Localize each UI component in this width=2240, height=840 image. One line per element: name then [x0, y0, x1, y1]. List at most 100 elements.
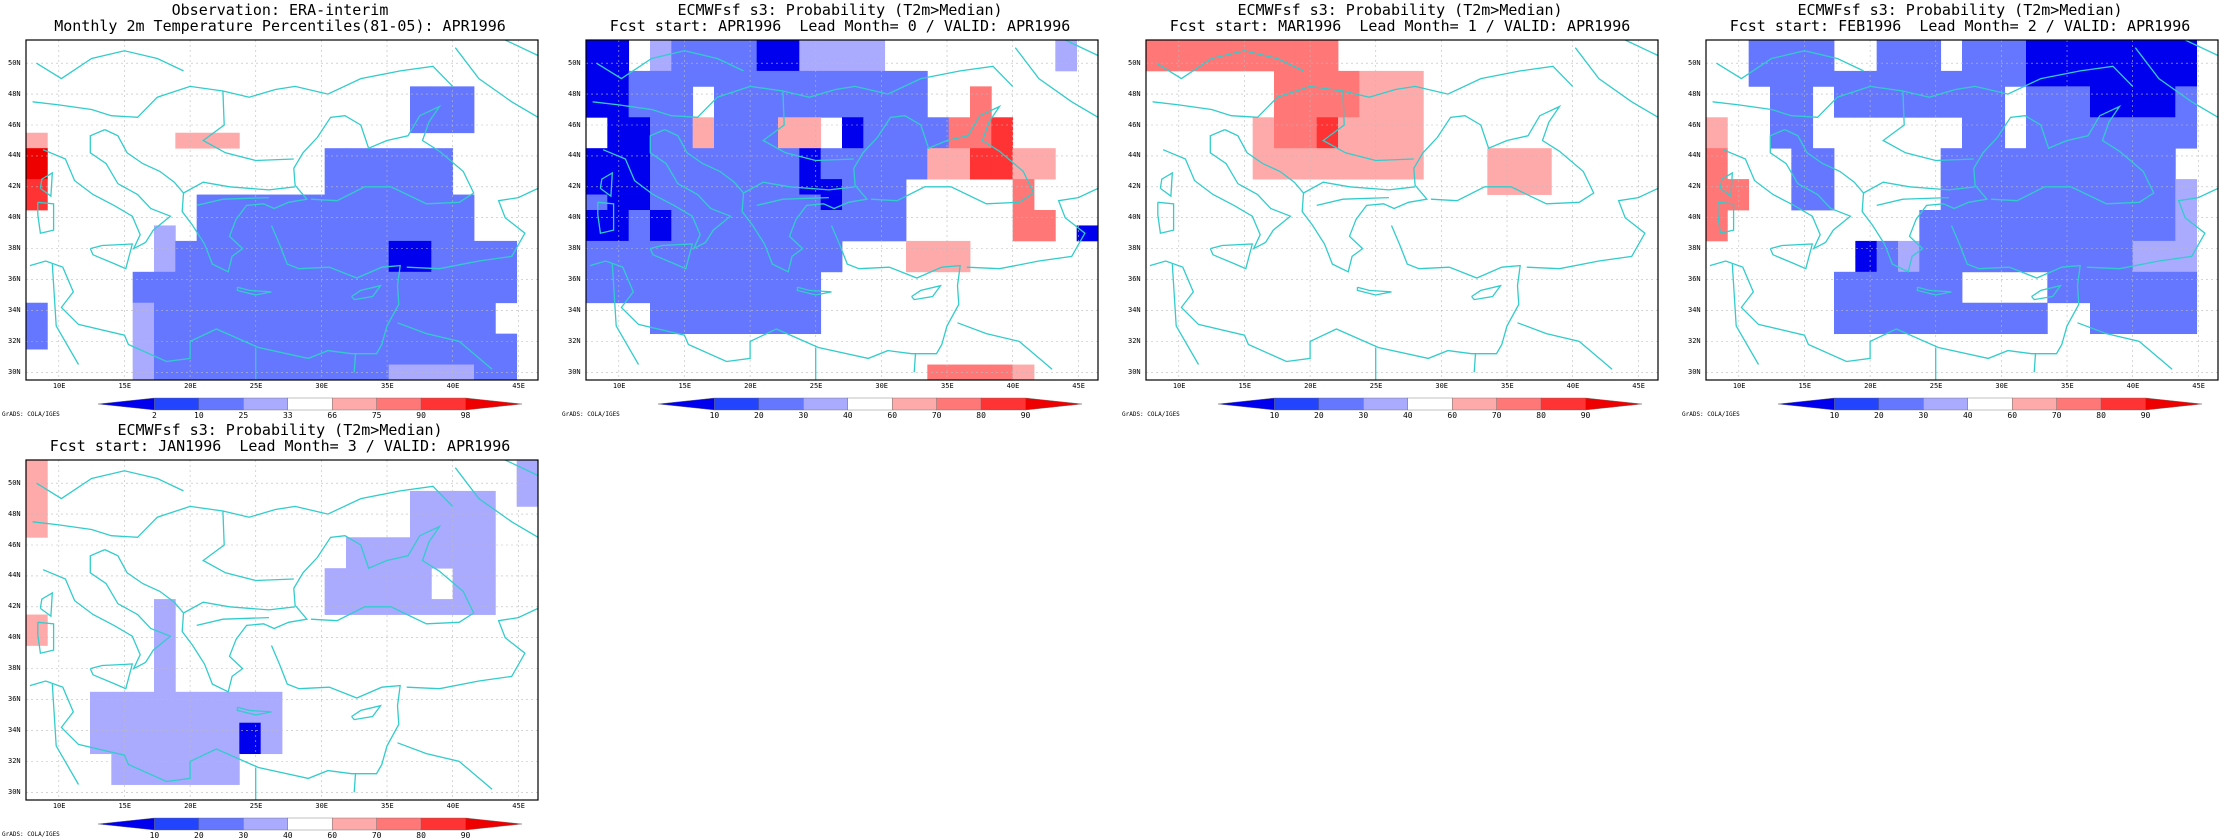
credit-text: GrADS: COLA/IGES	[2, 831, 60, 838]
grid-cell	[132, 333, 155, 350]
grid-cell	[260, 707, 283, 724]
grid-cell	[1252, 132, 1275, 149]
grid-cell	[154, 753, 176, 770]
grid-cell	[2111, 256, 2134, 273]
grid-cell	[2068, 148, 2091, 165]
legend-swatch	[714, 397, 760, 411]
grid-cell	[324, 333, 347, 350]
grid-cell	[692, 179, 715, 195]
legend-label: 20	[754, 411, 764, 420]
legend-label: 2	[152, 411, 157, 420]
coastline	[183, 601, 296, 614]
grid-cell	[2068, 240, 2091, 257]
lat-label: 42N	[1128, 182, 1141, 191]
coastline	[1863, 181, 1976, 194]
lat-label: 32N	[568, 336, 581, 345]
grid-cell	[1727, 179, 1750, 195]
coastline	[196, 616, 269, 627]
grid-cell	[2004, 240, 2027, 257]
grid-cell	[692, 256, 715, 273]
legend-label: 90	[1020, 411, 1031, 420]
grid-cell	[820, 163, 843, 180]
grid-cell	[2004, 148, 2027, 165]
coastline	[42, 129, 172, 251]
grid-cell	[650, 318, 672, 335]
lat-label: 32N	[1128, 336, 1141, 345]
grid-cell	[884, 86, 907, 103]
coastline	[353, 353, 357, 373]
coastline	[1159, 171, 1174, 198]
grid-cell	[2132, 271, 2155, 288]
grid-cell	[410, 302, 432, 319]
legend-swatch	[1834, 397, 1880, 411]
legend-swatch	[376, 397, 422, 411]
grid-cell	[1274, 70, 1296, 87]
coastline	[1717, 201, 1735, 234]
grid-cell	[1812, 70, 1835, 87]
grid-cell	[650, 194, 672, 211]
grid-cell	[218, 240, 240, 257]
coastline	[1731, 264, 1760, 365]
grid-cell	[175, 256, 198, 273]
legend-label: 80	[2096, 411, 2106, 420]
coastline	[51, 264, 80, 365]
grid-cell	[175, 318, 198, 335]
legend-label: 60	[327, 831, 338, 840]
grid-cell	[778, 70, 800, 87]
grid-cell	[1295, 132, 1318, 149]
grid-cell	[1876, 101, 1899, 118]
grid-cell	[1530, 148, 1552, 165]
grid-cell	[2004, 163, 2027, 180]
grid-cell	[714, 210, 736, 226]
grid-cell	[2090, 132, 2112, 149]
grid-cell	[2068, 55, 2091, 72]
grid-cell	[820, 194, 843, 211]
grid-cell	[863, 117, 886, 134]
grid-cell	[2004, 40, 2027, 56]
grid-cell	[586, 101, 608, 118]
grid-cell	[346, 552, 368, 569]
legend-label: 90	[2140, 411, 2151, 420]
grid-cell	[607, 179, 630, 195]
grid-cell	[671, 194, 694, 211]
coastline	[1152, 65, 1574, 118]
map-panel-5: ECMWFsf s3: Probability (T2m>Median) Fcst…	[0, 420, 560, 840]
grid-cell	[650, 225, 672, 242]
grid-cell	[431, 101, 454, 118]
map-frame	[1145, 39, 1659, 381]
grid-cell	[863, 86, 886, 103]
grid-cell	[2090, 70, 2112, 87]
legend-swatch	[420, 397, 466, 411]
grid-cell	[799, 40, 822, 56]
grid-cell	[474, 271, 496, 288]
grid-cell	[991, 163, 1014, 180]
legend-swatch	[1407, 397, 1453, 411]
grid-cell	[2004, 256, 2027, 273]
grid-cell	[260, 287, 283, 304]
coastline	[1916, 286, 1952, 296]
panel-subtitle: Fcst start: MAR1996 Lead Month= 1 / VALI…	[1169, 17, 1631, 35]
coastline	[504, 460, 538, 477]
grid-cell	[1940, 225, 1963, 242]
grid-cell	[2132, 302, 2155, 319]
grid-cell	[1962, 163, 1984, 180]
grid-cell	[132, 287, 155, 304]
grid-cell	[431, 552, 454, 569]
lat-label: 50N	[8, 58, 21, 67]
grid-cell	[1940, 256, 1963, 273]
lon-label: 30E	[315, 382, 329, 390]
grid-cell	[671, 318, 694, 335]
grid-cell	[1983, 225, 2006, 242]
legend-swatch	[657, 397, 715, 411]
grid-cell	[1812, 55, 1835, 72]
grid-cell	[1876, 70, 1899, 87]
lat-label: 38N	[8, 244, 21, 253]
grid-cell	[2068, 163, 2091, 180]
grid-cell	[410, 568, 432, 585]
grid-cell	[2132, 70, 2155, 87]
legend-label: 80	[1536, 411, 1546, 420]
grid-cell	[154, 645, 176, 662]
grid-cell	[1983, 163, 2006, 180]
grid-cell	[1167, 55, 1190, 72]
grid-cell	[431, 349, 454, 365]
